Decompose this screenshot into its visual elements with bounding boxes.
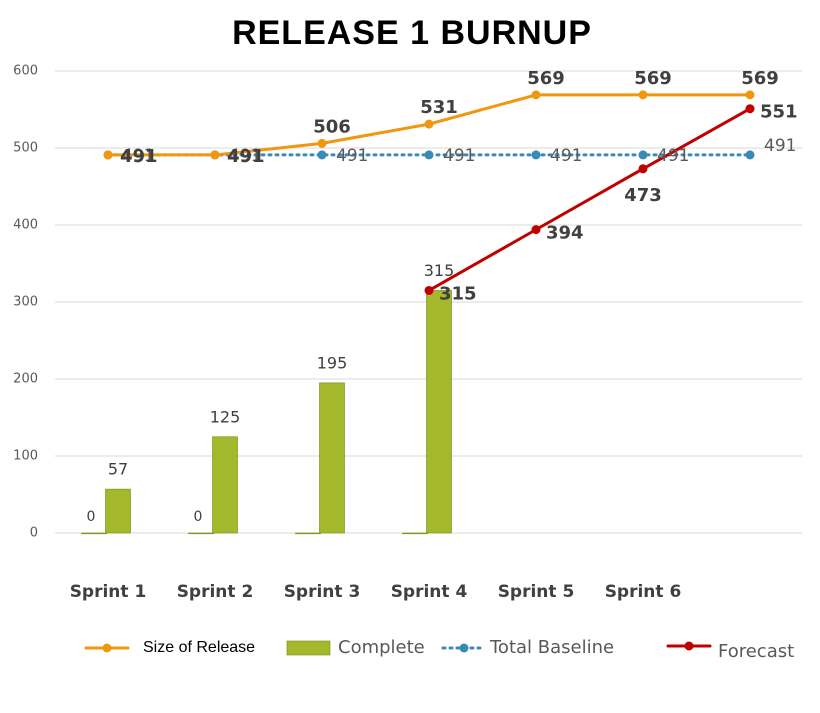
x-tick-label: Sprint 4 [391, 582, 468, 602]
marker [424, 285, 434, 295]
y-tick-label: 400 [13, 218, 38, 233]
y-tick-label: 0 [30, 526, 38, 541]
data-label: 491 [550, 146, 582, 166]
marker [317, 150, 327, 160]
bar [105, 488, 131, 534]
data-label: 569 [741, 68, 779, 89]
marker [531, 90, 541, 100]
data-label: 195 [317, 353, 348, 372]
marker [638, 164, 648, 174]
marker [531, 150, 541, 160]
line [427, 107, 752, 292]
legend-label: Size of Release [143, 639, 255, 656]
x-tick-label: Sprint 5 [498, 582, 575, 602]
data-label: 315 [424, 261, 455, 280]
data-label: 491 [229, 146, 261, 166]
marker [745, 90, 755, 100]
marker [638, 90, 648, 100]
data-label: 0 [87, 509, 96, 525]
x-tick-label: Sprint 6 [605, 582, 682, 602]
legend-label: Forecast [718, 641, 794, 662]
data-label: 551 [760, 102, 798, 123]
bar [81, 532, 107, 535]
data-label: 491 [227, 146, 265, 167]
data-label: 57 [108, 460, 128, 479]
data-label: 315 [439, 283, 477, 304]
data-label: 473 [624, 185, 662, 206]
y-tick-label: 200 [13, 372, 38, 387]
data-label: 569 [634, 68, 672, 89]
y-tick-label: 300 [13, 295, 38, 310]
marker [638, 150, 648, 160]
legend-label: Complete [338, 637, 425, 658]
data-label: 491 [122, 146, 154, 166]
bar [426, 290, 452, 534]
marker [317, 138, 327, 148]
legend-swatch [286, 640, 331, 656]
y-tick-label: 600 [13, 64, 38, 79]
legend-swatch [684, 641, 694, 651]
data-label: 125 [210, 407, 241, 426]
marker [531, 225, 541, 235]
marker [424, 119, 434, 129]
marker [745, 150, 755, 160]
marker [745, 104, 755, 114]
legend-swatch [459, 643, 469, 653]
data-label: 394 [546, 223, 584, 244]
marker [103, 150, 113, 160]
bar [402, 532, 428, 535]
data-label: 491 [336, 146, 368, 166]
data-label: 531 [420, 97, 458, 118]
legend-swatch [102, 643, 112, 653]
y-tick-label: 500 [13, 141, 38, 156]
marker [210, 150, 220, 160]
y-tick-label: 100 [13, 449, 38, 464]
x-tick-label: Sprint 1 [70, 582, 147, 602]
x-tick-label: Sprint 2 [177, 582, 254, 602]
legend-label: Total Baseline [489, 637, 614, 658]
marker [424, 150, 434, 160]
data-label: 491 [764, 136, 796, 156]
data-label: 506 [313, 116, 351, 137]
bar [295, 532, 321, 535]
data-label: 0 [194, 509, 203, 525]
x-tick-label: Sprint 3 [284, 582, 361, 602]
data-label: 491 [657, 146, 689, 166]
chart-title: RELEASE 1 BURNUP [232, 14, 592, 52]
bar [212, 436, 238, 534]
bar [319, 382, 345, 534]
data-label: 569 [527, 68, 565, 89]
data-label: 491 [443, 146, 475, 166]
data-label: 491 [120, 146, 158, 167]
bar [188, 532, 214, 535]
